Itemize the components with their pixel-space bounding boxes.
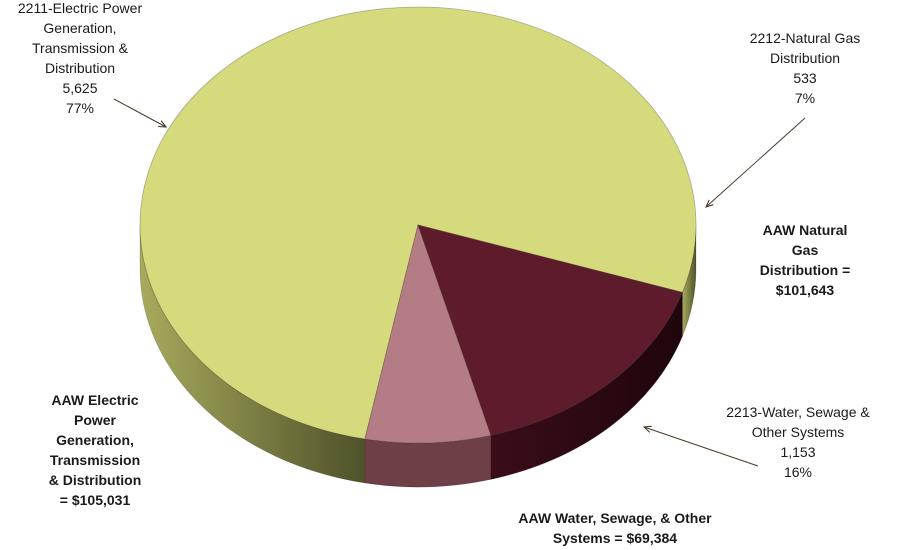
leader-line-water [644, 427, 759, 467]
pie-slice-2 [364, 223, 492, 444]
annotation-line: = $105,031 [59, 492, 131, 508]
data-label-gas-line: 2212-Natural Gas [749, 30, 861, 46]
annotation-line: Transmission [49, 452, 141, 468]
data-label-electric-line: Distribution [44, 60, 116, 76]
annotation-line: $101,643 [775, 282, 835, 298]
data-label-electric-percent: 77% [65, 100, 95, 116]
annotation-line: AAW Natural [762, 222, 848, 238]
annotation-aaw-electric: AAW Electric Power Generation, Transmiss… [30, 390, 160, 510]
annotation-line: Systems = $69,384 [552, 530, 678, 546]
data-label-water-percent: 16% [783, 464, 813, 480]
leader-line-electric [113, 98, 166, 127]
data-label-electric-line: Generation, [43, 20, 117, 36]
annotation-aaw-water: AAW Water, Sewage, & Other Systems = $69… [495, 508, 735, 548]
data-label-electric-line: Transmission & [32, 40, 128, 56]
annotation-line: Distribution = [759, 262, 851, 278]
data-label-water-line: 2213-Water, Sewage & [726, 404, 870, 420]
annotation-line: Power [73, 412, 116, 428]
data-label-electric: 2211-Electric Power Generation, Transmis… [0, 0, 160, 118]
pie-slice-3 [417, 224, 683, 436]
annotation-line: & Distribution [48, 472, 142, 488]
data-label-gas: 2212-Natural Gas Distribution 533 7% [735, 28, 875, 108]
leader-line-gas [706, 117, 806, 207]
data-label-water: 2213-Water, Sewage & Other Systems 1,153… [708, 402, 888, 482]
annotation-line: Generation, [56, 432, 134, 448]
data-label-gas-line: Distribution [769, 50, 841, 66]
data-label-water-line: Other Systems [751, 424, 845, 440]
annotation-line: AAW Electric [51, 392, 139, 408]
annotation-line: Gas [791, 242, 819, 258]
annotation-aaw-gas: AAW Natural Gas Distribution = $101,643 [740, 220, 870, 300]
data-label-electric-value: 5,625 [62, 80, 98, 96]
data-label-water-value: 1,153 [780, 444, 816, 460]
data-label-electric-line: 2211-Electric Power [17, 0, 143, 16]
pie-slice-1 [139, 6, 697, 440]
data-label-gas-percent: 7% [794, 90, 816, 106]
annotation-line: AAW Water, Sewage, & Other [518, 510, 712, 526]
data-label-gas-value: 533 [793, 70, 817, 86]
